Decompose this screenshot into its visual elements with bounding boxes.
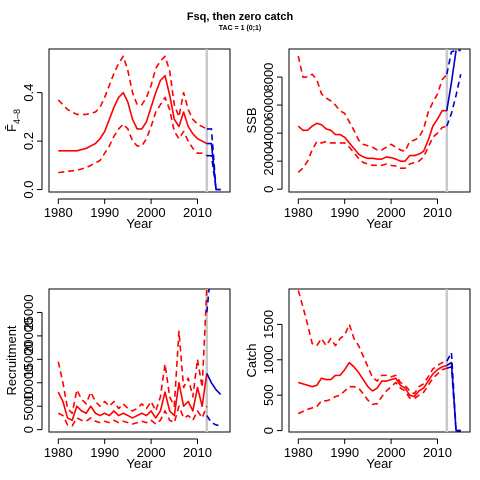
recruitment-data-layer bbox=[57, 289, 222, 432]
ssb-data-layer bbox=[297, 49, 462, 192]
fbar-historic-median-line bbox=[58, 74, 208, 152]
catch-y-tick-label: 1500 bbox=[261, 310, 276, 339]
recruitment-historic-median-line bbox=[57, 373, 208, 422]
catch-y-tick-label: 0 bbox=[261, 427, 276, 434]
figure-title: Fsq, then zero catch bbox=[187, 11, 294, 23]
recruitment-x-tick-label: 1990 bbox=[90, 445, 119, 460]
fbar-projection-lower-line bbox=[206, 154, 221, 191]
fbar-x-tick-label: 2010 bbox=[183, 205, 212, 220]
fbar-historic-upper-line bbox=[57, 55, 208, 130]
ssb-x-axis-title: Year bbox=[366, 216, 393, 231]
ssb-x-tick-label: 1980 bbox=[284, 205, 313, 220]
catch-x-axis-title: Year bbox=[366, 456, 393, 471]
catch-x-tick-label: 2010 bbox=[423, 445, 452, 460]
recruitment-panel: 1980 1990 2000 2010 0 50001000015000200002500… bbox=[4, 288, 231, 471]
catch-panel: 1980 1990 2000 2010 0 500 1000 1500 Year Catch bbox=[244, 288, 471, 471]
catch-historic-median-line bbox=[298, 361, 448, 398]
ssb-y-tick-label: 0 bbox=[261, 186, 276, 193]
catch-x-tick-label: 2000 bbox=[377, 445, 406, 460]
catch-y-axis-title: Catch bbox=[244, 344, 259, 378]
ssb-y-tick-label: 2000 bbox=[261, 147, 276, 176]
ssb-projection-median-line bbox=[446, 50, 457, 111]
recruitment-historic-upper-line bbox=[57, 289, 208, 415]
ssb-historic-lower-line bbox=[297, 125, 448, 173]
catch-plot-frame bbox=[288, 288, 471, 433]
catch-historic-lower-line bbox=[297, 367, 448, 415]
catch-historic-upper-line bbox=[297, 290, 448, 395]
recruitment-x-tick-label: 1980 bbox=[44, 445, 73, 460]
fbar-x-axis-title: Year bbox=[126, 216, 153, 231]
ssb-projection-lower-line bbox=[446, 74, 462, 127]
recruitment-historic-lower-line bbox=[57, 405, 208, 427]
fbar-y-axis-title: F̄4–8 bbox=[4, 109, 22, 132]
ssb-historic-upper-line bbox=[297, 55, 448, 153]
ssb-y-tick-label: 4000 bbox=[261, 119, 276, 148]
fbar-panel: 1980 1990 2000 2010 0.0 0.2 0.4 Year F̄4–8 bbox=[4, 48, 231, 231]
recruitment-x-tick-label: 2010 bbox=[183, 445, 212, 460]
recruitment-projection-upper-line bbox=[205, 289, 210, 313]
fbar-y-axis-title-subscript: 4–8 bbox=[12, 109, 22, 124]
fbar-x-tick-label: 2000 bbox=[137, 205, 166, 220]
ssb-plot-frame bbox=[288, 48, 471, 193]
recruitment-plot-frame bbox=[48, 288, 231, 433]
recruitment-y-tick-label: 10000 bbox=[21, 365, 36, 401]
catch-x-tick-label: 1980 bbox=[284, 445, 313, 460]
ssb-projection-upper-line bbox=[446, 49, 461, 75]
recruitment-y-axis-title-main: Recruitment bbox=[4, 325, 19, 395]
ssb-x-tick-label: 2000 bbox=[377, 205, 406, 220]
catch-projection-lower-line bbox=[446, 366, 461, 432]
fbar-projection-upper-line bbox=[206, 128, 221, 191]
catch-data-layer bbox=[297, 289, 461, 432]
recruitment-projection-lower-line bbox=[206, 415, 221, 427]
fbar-y-tick-label: 0.4 bbox=[21, 84, 36, 102]
ssb-x-tick-label: 2010 bbox=[423, 205, 452, 220]
fbar-historic-lower-line bbox=[58, 96, 208, 174]
catch-y-tick-label: 500 bbox=[261, 384, 276, 406]
recruitment-y-tick-label: 20000 bbox=[21, 318, 36, 354]
recruitment-x-axis-title: Year bbox=[126, 456, 153, 471]
recruitment-y-tick-label: 25000 bbox=[21, 294, 36, 330]
ssb-x-tick-label: 1990 bbox=[330, 205, 359, 220]
recruitment-y-tick-label: 0 bbox=[21, 426, 36, 433]
figure-subtitle: TAC = 1 (0;1) bbox=[219, 25, 261, 32]
recruitment-projection-median-line bbox=[206, 373, 222, 396]
ssb-y-tick-label: 6000 bbox=[261, 91, 276, 120]
ssb-y-tick-label: 8000 bbox=[261, 63, 276, 92]
fbar-x-tick-label: 1980 bbox=[44, 205, 73, 220]
catch-y-axis-title-main: Catch bbox=[244, 344, 259, 378]
fbar-plot-frame bbox=[48, 48, 231, 193]
catch-y-tick-label: 1000 bbox=[261, 345, 276, 374]
fbar-data-layer bbox=[57, 49, 221, 192]
recruitment-y-tick-label: 5000 bbox=[21, 392, 36, 421]
ssb-y-axis-title: SSB bbox=[244, 107, 259, 133]
fbar-x-tick-label: 1990 bbox=[90, 205, 119, 220]
recruitment-y-tick-label: 15000 bbox=[21, 341, 36, 377]
recruitment-x-tick-label: 2000 bbox=[137, 445, 166, 460]
fbar-y-axis-title-main: F̄ bbox=[4, 124, 19, 132]
fbar-y-tick-label: 0.0 bbox=[21, 181, 36, 199]
ssb-historic-median-line bbox=[297, 109, 447, 162]
recruitment-y-axis-title: Recruitment bbox=[4, 325, 19, 395]
catch-x-tick-label: 1990 bbox=[330, 445, 359, 460]
fbar-y-tick-label: 0.2 bbox=[21, 132, 36, 150]
ssb-y-axis-title-main: SSB bbox=[244, 107, 259, 133]
